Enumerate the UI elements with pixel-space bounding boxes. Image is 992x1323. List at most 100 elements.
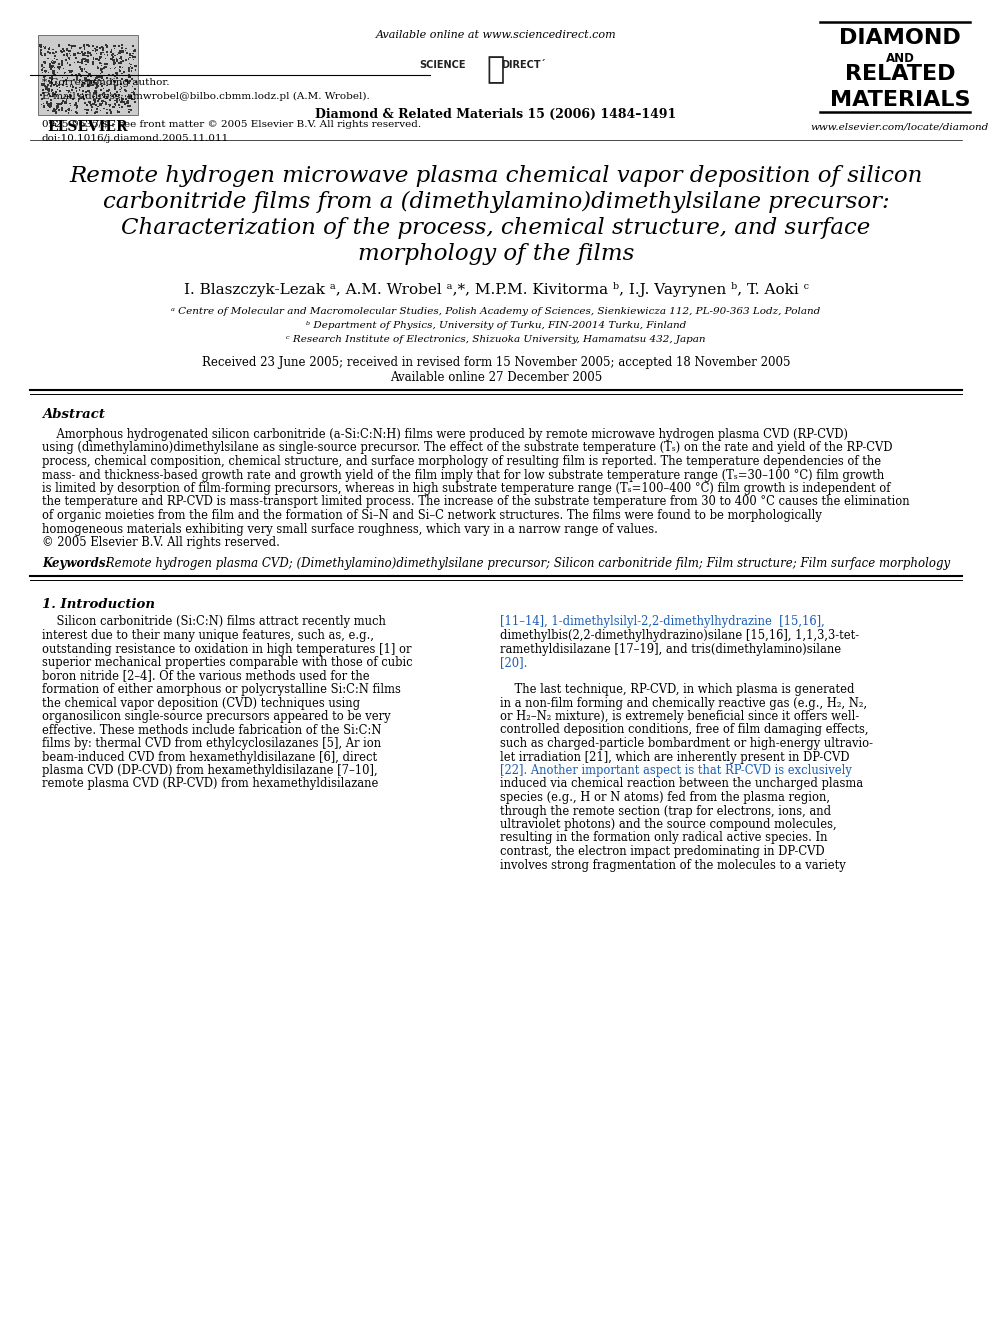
- Point: [121, 101, 137, 122]
- Point: [99, 86, 115, 107]
- Point: [62, 85, 78, 106]
- Point: [107, 71, 123, 93]
- Point: [104, 69, 120, 90]
- Point: [93, 60, 109, 81]
- Point: [44, 79, 60, 101]
- Point: [125, 46, 141, 67]
- Point: [77, 93, 93, 114]
- Point: [33, 44, 49, 65]
- Point: [36, 57, 52, 78]
- Point: [35, 56, 51, 77]
- Point: [55, 93, 70, 114]
- Point: [82, 42, 98, 64]
- Point: [33, 34, 49, 56]
- Point: [111, 42, 127, 64]
- Point: [85, 40, 101, 61]
- Point: [71, 79, 87, 101]
- Point: [125, 81, 141, 102]
- Point: [55, 99, 70, 120]
- Text: formation of either amorphous or polycrystalline Si:C:N films: formation of either amorphous or polycry…: [42, 683, 401, 696]
- Point: [87, 102, 103, 123]
- Point: [106, 45, 122, 66]
- Point: [112, 90, 128, 111]
- Point: [121, 60, 137, 81]
- Point: [115, 42, 131, 64]
- Point: [38, 66, 54, 87]
- Text: beam-induced CVD from hexamethyldisilazane [6], direct: beam-induced CVD from hexamethyldisilaza…: [42, 750, 377, 763]
- Point: [71, 64, 87, 85]
- Point: [103, 73, 119, 94]
- Bar: [38, 34, 138, 115]
- Text: remote plasma CVD (RP-CVD) from hexamethyldisilazane: remote plasma CVD (RP-CVD) from hexameth…: [42, 778, 378, 791]
- Point: [51, 93, 66, 114]
- Point: [57, 62, 72, 83]
- Point: [61, 82, 76, 103]
- Point: [107, 79, 123, 101]
- Point: [46, 52, 62, 73]
- Point: [56, 90, 71, 111]
- Point: [93, 95, 109, 116]
- Point: [62, 93, 78, 114]
- Point: [78, 82, 94, 103]
- Point: [127, 46, 143, 67]
- Point: [83, 99, 99, 120]
- Point: [112, 79, 128, 101]
- Point: [115, 50, 131, 71]
- Point: [100, 83, 116, 105]
- Point: [37, 66, 53, 87]
- Point: [90, 97, 106, 118]
- Text: [20].: [20].: [500, 656, 528, 669]
- Point: [42, 56, 58, 77]
- Point: [114, 57, 130, 78]
- Text: Available online at www.sciencedirect.com: Available online at www.sciencedirect.co…: [376, 30, 616, 40]
- Point: [117, 79, 133, 101]
- Point: [87, 70, 103, 91]
- Point: [123, 99, 139, 120]
- Point: [121, 86, 137, 107]
- Point: [118, 38, 134, 60]
- Point: [103, 49, 119, 70]
- Text: Received 23 June 2005; received in revised form 15 November 2005; accepted 18 No: Received 23 June 2005; received in revis…: [201, 356, 791, 369]
- Point: [99, 99, 115, 120]
- Point: [122, 95, 138, 116]
- Point: [42, 79, 58, 101]
- Text: 1. Introduction: 1. Introduction: [42, 598, 155, 610]
- Point: [120, 93, 136, 114]
- Point: [41, 94, 57, 115]
- Point: [91, 53, 107, 74]
- Point: [37, 74, 53, 95]
- Point: [69, 42, 85, 64]
- Point: [107, 36, 123, 57]
- Text: ELSEVIER: ELSEVIER: [48, 120, 128, 134]
- Point: [53, 93, 68, 114]
- Point: [106, 36, 122, 57]
- Text: Abstract: Abstract: [42, 407, 105, 421]
- Point: [109, 75, 125, 97]
- Point: [95, 37, 111, 58]
- Point: [111, 85, 127, 106]
- Point: [114, 97, 130, 118]
- Point: [51, 74, 66, 95]
- Point: [42, 95, 58, 116]
- Point: [62, 41, 77, 62]
- Point: [126, 49, 142, 70]
- Text: organosilicon single-source precursors appeared to be very: organosilicon single-source precursors a…: [42, 710, 391, 722]
- Point: [71, 86, 87, 107]
- Point: [67, 65, 83, 86]
- Point: [34, 45, 50, 66]
- Point: [74, 75, 90, 97]
- Point: [103, 41, 119, 62]
- Point: [107, 36, 123, 57]
- Point: [95, 82, 111, 103]
- Point: [46, 61, 62, 82]
- Point: [77, 50, 93, 71]
- Point: [127, 40, 143, 61]
- Point: [38, 52, 54, 73]
- Point: [112, 57, 128, 78]
- Point: [94, 93, 110, 114]
- Point: [72, 77, 88, 98]
- Point: [99, 41, 115, 62]
- Point: [89, 66, 105, 87]
- Point: [46, 57, 62, 78]
- Point: [43, 75, 59, 97]
